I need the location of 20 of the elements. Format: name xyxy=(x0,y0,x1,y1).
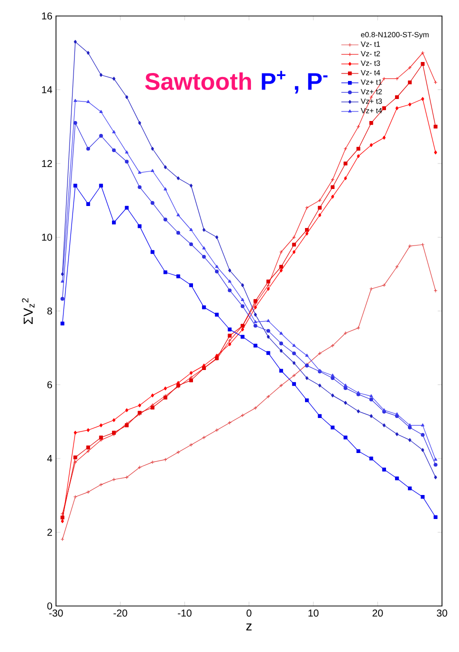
x-tick-label: -10 xyxy=(178,610,192,617)
x-tick-label: 30 xyxy=(436,610,448,617)
y-tick-label: 12 xyxy=(42,160,52,167)
x-axis-title: z xyxy=(246,623,252,630)
y-tick-label: 10 xyxy=(42,234,52,241)
x-tick-label: -30 xyxy=(49,610,63,617)
y-tick-label: 0 xyxy=(47,602,52,610)
x-tick-label: 10 xyxy=(308,610,319,617)
text: P$^{+}$ , P$^{-}$ xyxy=(262,70,328,94)
y-tick-label: 2 xyxy=(47,528,52,536)
y-tick-label: 16 xyxy=(42,12,52,20)
text: Sawtooth xyxy=(145,72,251,90)
x-tick-label: 0 xyxy=(246,610,252,617)
y-axis-title: ΣV$_{z}$2 xyxy=(22,298,34,324)
y-tick-label: 8 xyxy=(47,307,52,315)
y-tick-label: 4 xyxy=(47,455,52,462)
x-tick-label: 20 xyxy=(372,610,383,617)
y-tick-label: 6 xyxy=(47,381,52,388)
x-tick-label: -20 xyxy=(114,610,128,617)
y-tick-label: 14 xyxy=(42,86,52,94)
